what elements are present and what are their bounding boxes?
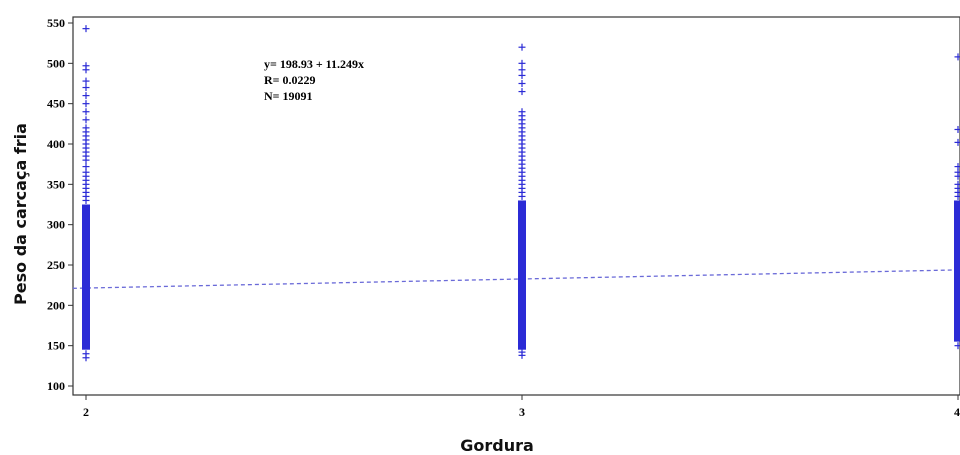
data-points xyxy=(82,25,960,362)
x-tick-label: 3 xyxy=(519,405,525,419)
data-point xyxy=(518,88,526,96)
annotation-line: N= 19091 xyxy=(264,89,313,103)
dense-point-band xyxy=(82,204,90,350)
data-point xyxy=(954,180,960,188)
data-point xyxy=(518,66,526,74)
regression-line xyxy=(72,269,959,289)
annotation-line: y= 198.93 + 11.249x xyxy=(264,57,364,71)
data-point xyxy=(82,25,90,33)
data-point xyxy=(518,43,526,51)
y-tick-label: 150 xyxy=(47,339,65,353)
y-tick-label: 450 xyxy=(47,97,65,111)
plot-frame xyxy=(72,16,960,396)
data-point xyxy=(518,80,526,87)
y-tick-label: 250 xyxy=(47,258,65,272)
regression-annotation: y= 198.93 + 11.249x R= 0.0229 N= 19091 xyxy=(264,57,364,103)
y-tick-label: 200 xyxy=(47,298,65,312)
y-axis: 100 150 200 250 300 350 400 450 500 550 xyxy=(47,16,73,393)
data-point xyxy=(82,116,90,124)
dense-point-band xyxy=(518,200,526,350)
y-tick-label: 550 xyxy=(47,16,65,30)
y-tick-label: 350 xyxy=(47,177,65,191)
data-point xyxy=(82,92,90,100)
data-point xyxy=(82,100,90,108)
y-tick-label: 300 xyxy=(47,218,65,232)
data-point xyxy=(82,108,90,116)
data-point xyxy=(518,59,526,67)
data-point xyxy=(954,163,960,171)
data-point xyxy=(82,350,90,358)
y-axis-title: Peso da carcaça fria xyxy=(11,123,30,305)
data-point xyxy=(518,348,526,356)
data-point xyxy=(82,84,90,92)
data-point xyxy=(954,138,960,146)
data-point xyxy=(82,77,90,85)
data-point xyxy=(518,108,526,116)
dense-point-band xyxy=(954,200,960,342)
y-tick-label: 400 xyxy=(47,137,65,151)
data-point xyxy=(954,53,960,61)
x-tick-label: 2 xyxy=(83,405,89,419)
y-tick-label: 500 xyxy=(47,56,65,70)
data-point xyxy=(82,62,90,70)
data-point xyxy=(82,163,90,171)
x-axis: 2 3 4 xyxy=(83,395,960,419)
x-axis-title: Gordura xyxy=(460,436,534,455)
data-point xyxy=(82,124,90,132)
y-tick-label: 100 xyxy=(47,379,65,393)
x-tick-label: 4 xyxy=(954,405,960,419)
data-point xyxy=(954,125,960,133)
annotation-line: R= 0.0229 xyxy=(264,73,316,87)
data-point xyxy=(954,342,960,350)
